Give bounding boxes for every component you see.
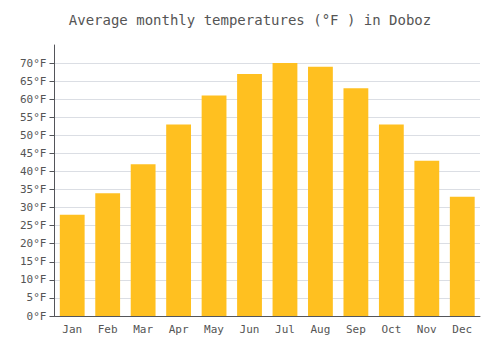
svg-text:Oct: Oct (381, 323, 401, 336)
svg-text:Apr: Apr (169, 323, 189, 336)
svg-text:Dec: Dec (452, 323, 472, 336)
svg-text:65°F: 65°F (20, 75, 47, 88)
svg-text:55°F: 55°F (20, 111, 47, 124)
svg-text:15°F: 15°F (20, 255, 47, 268)
svg-text:10°F: 10°F (20, 273, 47, 286)
svg-text:5°F: 5°F (27, 291, 47, 304)
svg-text:0°F: 0°F (27, 310, 47, 323)
svg-text:35°F: 35°F (20, 183, 47, 196)
svg-text:70°F: 70°F (20, 57, 47, 70)
svg-text:45°F: 45°F (20, 147, 47, 160)
svg-text:Jan: Jan (62, 323, 82, 336)
svg-text:Average monthly temperatures (: Average monthly temperatures (°F ) in Do… (69, 12, 431, 28)
svg-text:Nov: Nov (417, 323, 437, 336)
svg-text:20°F: 20°F (20, 237, 47, 250)
svg-text:50°F: 50°F (20, 129, 47, 142)
svg-text:30°F: 30°F (20, 201, 47, 214)
svg-text:Sep: Sep (346, 323, 366, 336)
svg-text:Aug: Aug (310, 323, 330, 336)
svg-text:May: May (204, 323, 224, 336)
svg-text:25°F: 25°F (20, 219, 47, 232)
svg-text:Jun: Jun (240, 323, 260, 336)
svg-text:Jul: Jul (275, 323, 295, 336)
svg-text:Feb: Feb (98, 323, 118, 336)
svg-text:40°F: 40°F (20, 165, 47, 178)
svg-text:60°F: 60°F (20, 93, 47, 106)
svg-text:Mar: Mar (133, 323, 153, 336)
